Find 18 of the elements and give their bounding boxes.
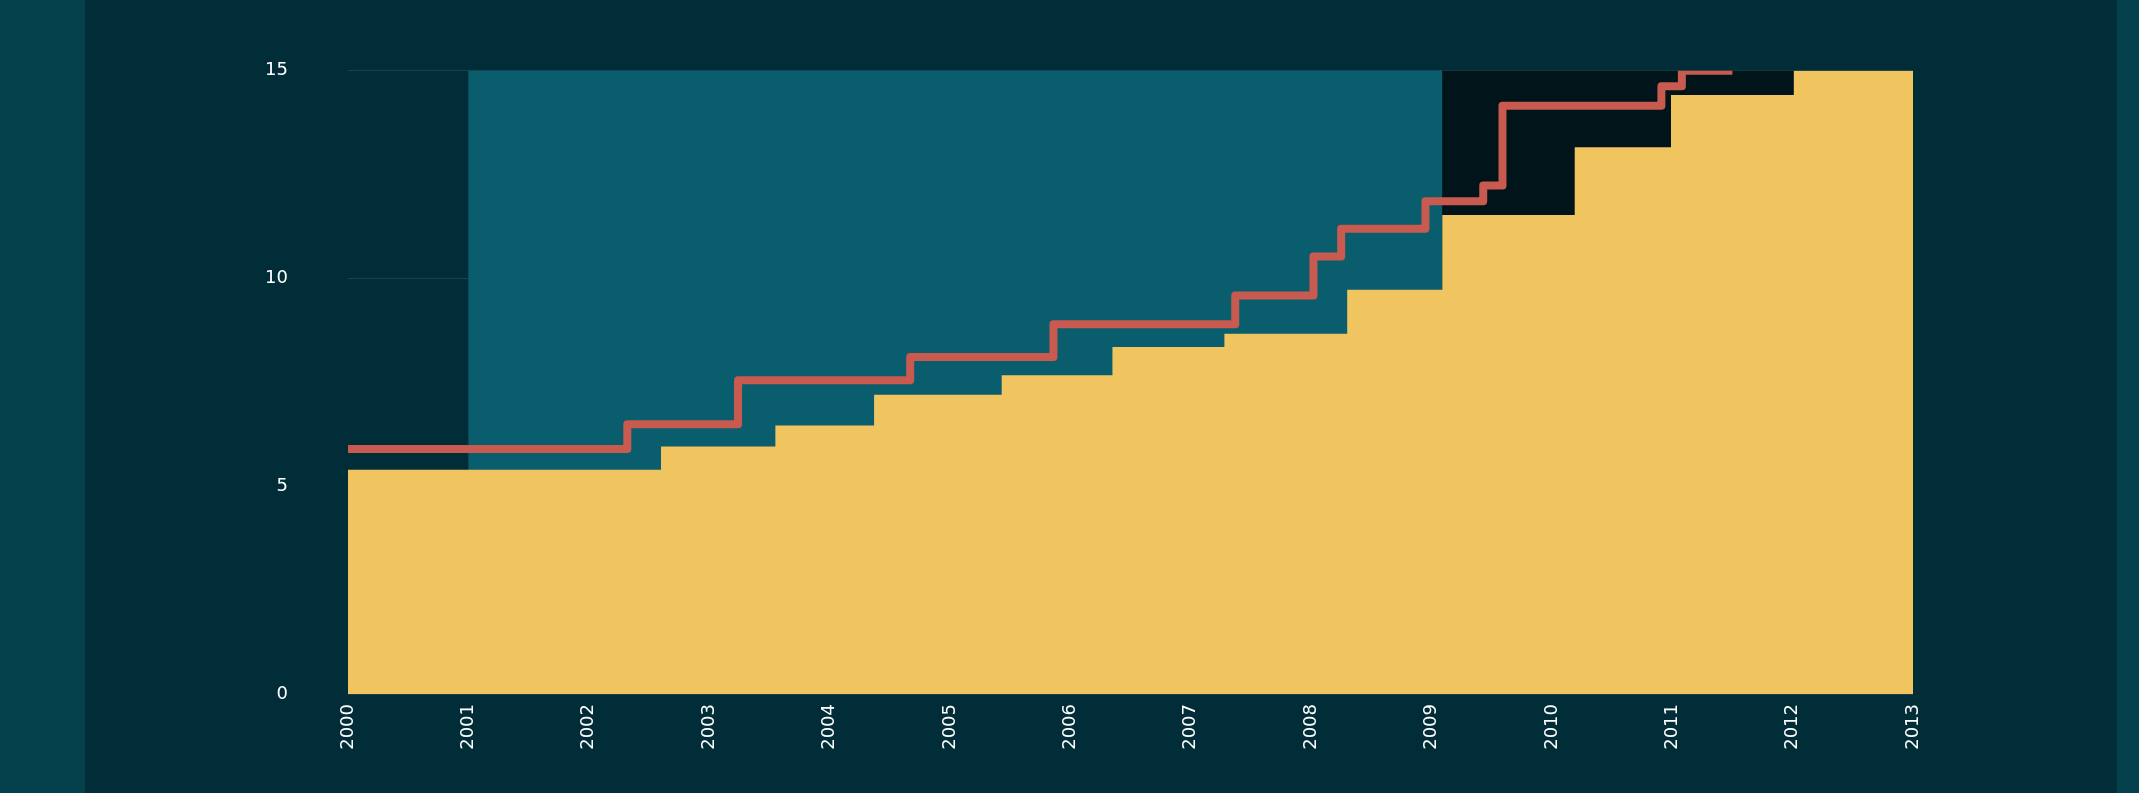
x-tick-label: 2008 [1298,704,1320,750]
x-tick-label: 2001 [456,704,478,750]
x-tick-label: 2013 [1900,704,1922,750]
y-tick-label: 15 [265,58,288,80]
x-tick-label: 2007 [1178,704,1200,750]
y-tick-label: 10 [265,266,288,288]
y-tick-label: 5 [276,473,288,495]
x-tick-label: 2003 [696,704,718,750]
x-tick-label: 2009 [1419,704,1441,750]
x-tick-label: 2012 [1780,704,1802,750]
x-tick-label: 2000 [335,704,357,750]
x-tick-label: 2010 [1539,704,1561,750]
y-tick-label: 0 [276,681,288,703]
x-tick-label: 2002 [576,704,598,750]
x-tick-label: 2005 [937,704,959,750]
x-tick-label: 2011 [1659,704,1681,750]
x-tick-label: 2004 [817,704,839,750]
x-tick-label: 2006 [1057,704,1079,750]
